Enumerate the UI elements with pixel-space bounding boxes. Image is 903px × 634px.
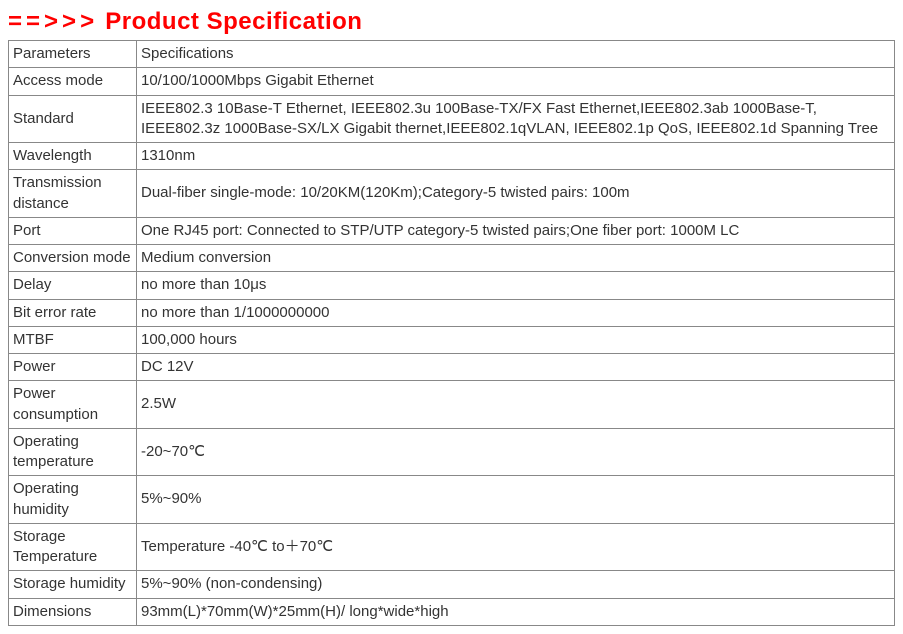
param-cell: Transmission distance xyxy=(9,170,137,218)
table-row: MTBF 100,000 hours xyxy=(9,326,895,353)
spec-cell: Dual-fiber single-mode: 10/20KM(120Km);C… xyxy=(137,170,895,218)
spec-cell: IEEE802.3 10Base-T Ethernet, IEEE802.3u … xyxy=(137,95,895,143)
spec-cell: One RJ45 port: Connected to STP/UTP cate… xyxy=(137,217,895,244)
table-row: Storage Temperature Temperature -40℃ to＋… xyxy=(9,523,895,571)
table-row: Dimensions 93mm(L)*70mm(W)*25mm(H)/ long… xyxy=(9,598,895,625)
table-row: Operating temperature -20~70℃ xyxy=(9,428,895,476)
table-row: Power consumption 2.5W xyxy=(9,381,895,429)
param-cell: Wavelength xyxy=(9,143,137,170)
heading-title: Product Specification xyxy=(98,8,362,35)
heading-prefix: ==>>> xyxy=(8,8,98,35)
table-row: Power DC 12V xyxy=(9,354,895,381)
table-row: Parameters Specifications xyxy=(9,41,895,68)
table-row: Bit error rate no more than 1/1000000000 xyxy=(9,299,895,326)
spec-cell: no more than 1/1000000000 xyxy=(137,299,895,326)
spec-cell: 93mm(L)*70mm(W)*25mm(H)/ long*wide*high xyxy=(137,598,895,625)
param-cell: Storage Temperature xyxy=(9,523,137,571)
spec-cell: Medium conversion xyxy=(137,245,895,272)
table-row: Conversion mode Medium conversion xyxy=(9,245,895,272)
spec-cell: 1310nm xyxy=(137,143,895,170)
table-row: Wavelength 1310nm xyxy=(9,143,895,170)
spec-cell: 5%~90% xyxy=(137,476,895,524)
param-cell: Power xyxy=(9,354,137,381)
param-cell: Bit error rate xyxy=(9,299,137,326)
spec-cell: 5%~90% (non-condensing) xyxy=(137,571,895,598)
param-cell: MTBF xyxy=(9,326,137,353)
param-cell: Standard xyxy=(9,95,137,143)
param-cell: Power consumption xyxy=(9,381,137,429)
spec-table: Parameters Specifications Access mode 10… xyxy=(8,40,895,626)
spec-cell: -20~70℃ xyxy=(137,428,895,476)
section-heading: ==>>> Product Specification xyxy=(8,8,895,36)
param-cell: Parameters xyxy=(9,41,137,68)
param-cell: Access mode xyxy=(9,68,137,95)
spec-cell: Temperature -40℃ to＋70℃ xyxy=(137,523,895,571)
table-row: Operating humidity 5%~90% xyxy=(9,476,895,524)
spec-cell: DC 12V xyxy=(137,354,895,381)
param-cell: Operating temperature xyxy=(9,428,137,476)
spec-cell: no more than 10μs xyxy=(137,272,895,299)
spec-cell: 2.5W xyxy=(137,381,895,429)
spec-table-body: Parameters Specifications Access mode 10… xyxy=(9,41,895,626)
table-row: Transmission distance Dual-fiber single-… xyxy=(9,170,895,218)
table-row: Access mode 10/100/1000Mbps Gigabit Ethe… xyxy=(9,68,895,95)
table-row: Delay no more than 10μs xyxy=(9,272,895,299)
spec-cell: 10/100/1000Mbps Gigabit Ethernet xyxy=(137,68,895,95)
param-cell: Dimensions xyxy=(9,598,137,625)
table-row: Storage humidity 5%~90% (non-condensing) xyxy=(9,571,895,598)
param-cell: Port xyxy=(9,217,137,244)
table-row: Port One RJ45 port: Connected to STP/UTP… xyxy=(9,217,895,244)
param-cell: Storage humidity xyxy=(9,571,137,598)
spec-cell: 100,000 hours xyxy=(137,326,895,353)
spec-cell: Specifications xyxy=(137,41,895,68)
param-cell: Operating humidity xyxy=(9,476,137,524)
param-cell: Delay xyxy=(9,272,137,299)
param-cell: Conversion mode xyxy=(9,245,137,272)
table-row: Standard IEEE802.3 10Base-T Ethernet, IE… xyxy=(9,95,895,143)
